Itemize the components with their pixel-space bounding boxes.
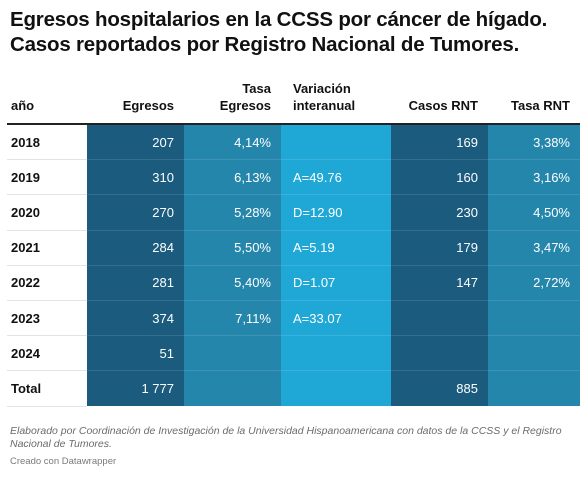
cell-year: 2022	[7, 265, 87, 301]
table-row: 2023 374 7,11% A=33.07	[7, 300, 580, 337]
cell-tasa-egresos	[184, 370, 281, 407]
cell-variacion: D=12.90	[281, 194, 391, 231]
cell-casos-rnt: 885	[391, 370, 488, 407]
table-row-total: Total 1 777 885	[7, 370, 580, 407]
cell-variacion: D=1.07	[281, 265, 391, 301]
cell-year: 2019	[7, 159, 87, 196]
header-row: año Egresos Tasa Egresos Variación inter…	[7, 76, 580, 125]
cell-egresos: 270	[87, 194, 184, 231]
cell-variacion	[281, 335, 391, 372]
cell-tasa-egresos: 5,28%	[184, 194, 281, 231]
table-row: 2018 207 4,14% 169 3,38%	[7, 124, 580, 161]
cell-casos-rnt: 230	[391, 194, 488, 231]
cell-egresos: 51	[87, 335, 184, 372]
cell-casos-rnt: 160	[391, 159, 488, 196]
table-row: 2019 310 6,13% A=49.76 160 3,16%	[7, 159, 580, 196]
cell-variacion: A=33.07	[281, 300, 391, 337]
cell-tasa-rnt: 3,16%	[488, 159, 580, 196]
cell-tasa-egresos: 5,50%	[184, 230, 281, 266]
cell-year: 2024	[7, 335, 87, 372]
cell-variacion	[281, 124, 391, 161]
cell-tasa-rnt	[488, 300, 580, 337]
header-casos-rnt[interactable]: Casos RNT	[391, 76, 488, 125]
cell-casos-rnt: 179	[391, 230, 488, 266]
cell-tasa-egresos	[184, 335, 281, 372]
header-tasa-rnt[interactable]: Tasa RNT	[488, 76, 580, 125]
cell-egresos: 1 777	[87, 370, 184, 407]
cell-egresos: 207	[87, 124, 184, 161]
header-year[interactable]: año	[7, 76, 87, 125]
cell-egresos: 281	[87, 265, 184, 301]
cell-tasa-egresos: 4,14%	[184, 124, 281, 161]
cell-tasa-egresos: 6,13%	[184, 159, 281, 196]
cell-egresos: 284	[87, 230, 184, 266]
cell-variacion: A=5.19	[281, 230, 391, 266]
cell-tasa-rnt	[488, 335, 580, 372]
cell-year: 2021	[7, 230, 87, 266]
cell-tasa-rnt: 2,72%	[488, 265, 580, 301]
cell-year: 2020	[7, 194, 87, 231]
cell-tasa-rnt: 3,38%	[488, 124, 580, 161]
cell-casos-rnt: 147	[391, 265, 488, 301]
header-tasa-egresos[interactable]: Tasa Egresos	[184, 76, 281, 125]
source-note: Elaborado por Coordinación de Investigac…	[10, 425, 562, 450]
cell-egresos: 310	[87, 159, 184, 196]
cell-variacion	[281, 370, 391, 407]
table-row: 2024 51	[7, 335, 580, 372]
cell-tasa-rnt: 4,50%	[488, 194, 580, 231]
cell-year: Total	[7, 370, 87, 407]
cell-casos-rnt	[391, 335, 488, 372]
cell-tasa-rnt	[488, 370, 580, 407]
cell-variacion: A=49.76	[281, 159, 391, 196]
cell-casos-rnt	[391, 300, 488, 337]
chart-title: Egresos hospitalarios en la CCSS por cán…	[10, 8, 548, 56]
datawrapper-credit-link[interactable]: Creado con Datawrapper	[10, 456, 117, 467]
cell-tasa-egresos: 7,11%	[184, 300, 281, 337]
cell-year: 2023	[7, 300, 87, 337]
cell-tasa-rnt: 3,47%	[488, 230, 580, 266]
cell-egresos: 374	[87, 300, 184, 337]
header-egresos[interactable]: Egresos	[87, 76, 184, 125]
cell-casos-rnt: 169	[391, 124, 488, 161]
table-row: 2022 281 5,40% D=1.07 147 2,72%	[7, 265, 580, 301]
data-table: año Egresos Tasa Egresos Variación inter…	[7, 76, 580, 407]
table-row: 2020 270 5,28% D=12.90 230 4,50%	[7, 194, 580, 231]
cell-year: 2018	[7, 124, 87, 161]
table-row: 2021 284 5,50% A=5.19 179 3,47%	[7, 230, 580, 266]
header-variacion[interactable]: Variación interanual	[281, 76, 391, 125]
cell-tasa-egresos: 5,40%	[184, 265, 281, 301]
